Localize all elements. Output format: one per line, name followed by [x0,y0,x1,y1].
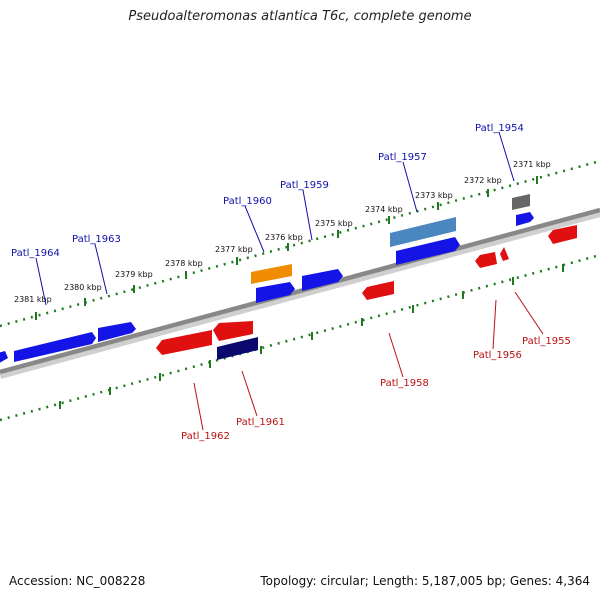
gene-label[interactable]: Patl_1956 [473,350,522,361]
leader-line [388,332,404,378]
scale-label: 2371 kbp [513,160,551,169]
forward-strand-genes [0,194,534,366]
gene-label[interactable]: Patl_1957 [378,152,427,163]
leader-line [94,243,108,295]
leader-line [402,161,418,213]
gene-label[interactable]: Patl_1954 [475,123,524,134]
gene-arrow-blue[interactable] [396,237,460,265]
figure-title: Pseudoalteromonas atlantica T6c, complet… [128,9,472,24]
scale-label: 2379 kbp [115,270,153,279]
gene-arrow-blue[interactable] [0,351,8,366]
leader-line [193,382,204,431]
leader-line [35,257,47,306]
gene-arrow-red[interactable] [156,330,212,355]
leader-line [498,131,515,182]
accession-text: Accession: NC_008228 [9,574,146,588]
genome-backbone [0,207,600,375]
gene-arrow-red[interactable] [213,321,253,341]
gene-label[interactable]: Patl_1963 [72,234,121,245]
scale-ticks [35,176,564,409]
gene-arrow-blue[interactable] [516,212,534,226]
gene-label[interactable]: Patl_1960 [223,196,272,207]
gene-label[interactable]: Patl_1955 [522,336,571,347]
reverse-strand-genes [156,225,577,360]
leader-line [492,299,497,350]
gene-arrow-navy[interactable] [217,337,258,360]
gene-arrow-orange[interactable] [251,264,292,284]
gene-arrow-blue[interactable] [14,332,96,362]
gene-labels: Patl_1964 Patl_1963 Patl_1960 Patl_1959 … [11,123,571,442]
genome-backbone-shadow [0,209,600,379]
gene-label[interactable]: Patl_1958 [380,378,429,389]
gene-arrow-red[interactable] [500,247,509,261]
label-leaders [35,131,544,431]
scale-label: 2381 kbp [14,295,52,304]
scale-labels: 2381 kbp 2380 kbp 2379 kbp 2378 kbp 2377… [14,160,551,304]
genome-stats-text: Topology: circular; Length: 5,187,005 bp… [260,574,590,588]
gene-arrow-blue[interactable] [256,282,295,303]
gene-arrow-blue[interactable] [98,322,136,342]
gene-arrow-gray[interactable] [512,194,530,210]
gene-arrow-blue[interactable] [302,269,343,291]
scale-label: 2376 kbp [265,233,303,242]
scale-label: 2378 kbp [165,259,203,268]
leader-line [514,291,544,335]
gene-arrow-red[interactable] [475,252,497,268]
scale-label: 2373 kbp [415,191,453,200]
gene-label[interactable]: Patl_1962 [181,431,230,442]
scale-label: 2372 kbp [464,176,502,185]
leader-line [302,189,313,241]
scale-label: 2380 kbp [64,283,102,292]
scale-label: 2377 kbp [215,245,253,254]
gene-arrow-steel[interactable] [390,217,456,247]
gene-arrow-red[interactable] [548,225,577,244]
leader-line [241,370,258,417]
gene-label[interactable]: Patl_1959 [280,180,329,191]
leader-line [244,205,265,253]
scale-label: 2375 kbp [315,219,353,228]
gene-arrow-red[interactable] [362,281,394,300]
gene-label[interactable]: Patl_1964 [11,248,60,259]
gene-label[interactable]: Patl_1961 [236,417,285,428]
scale-label: 2374 kbp [365,205,403,214]
